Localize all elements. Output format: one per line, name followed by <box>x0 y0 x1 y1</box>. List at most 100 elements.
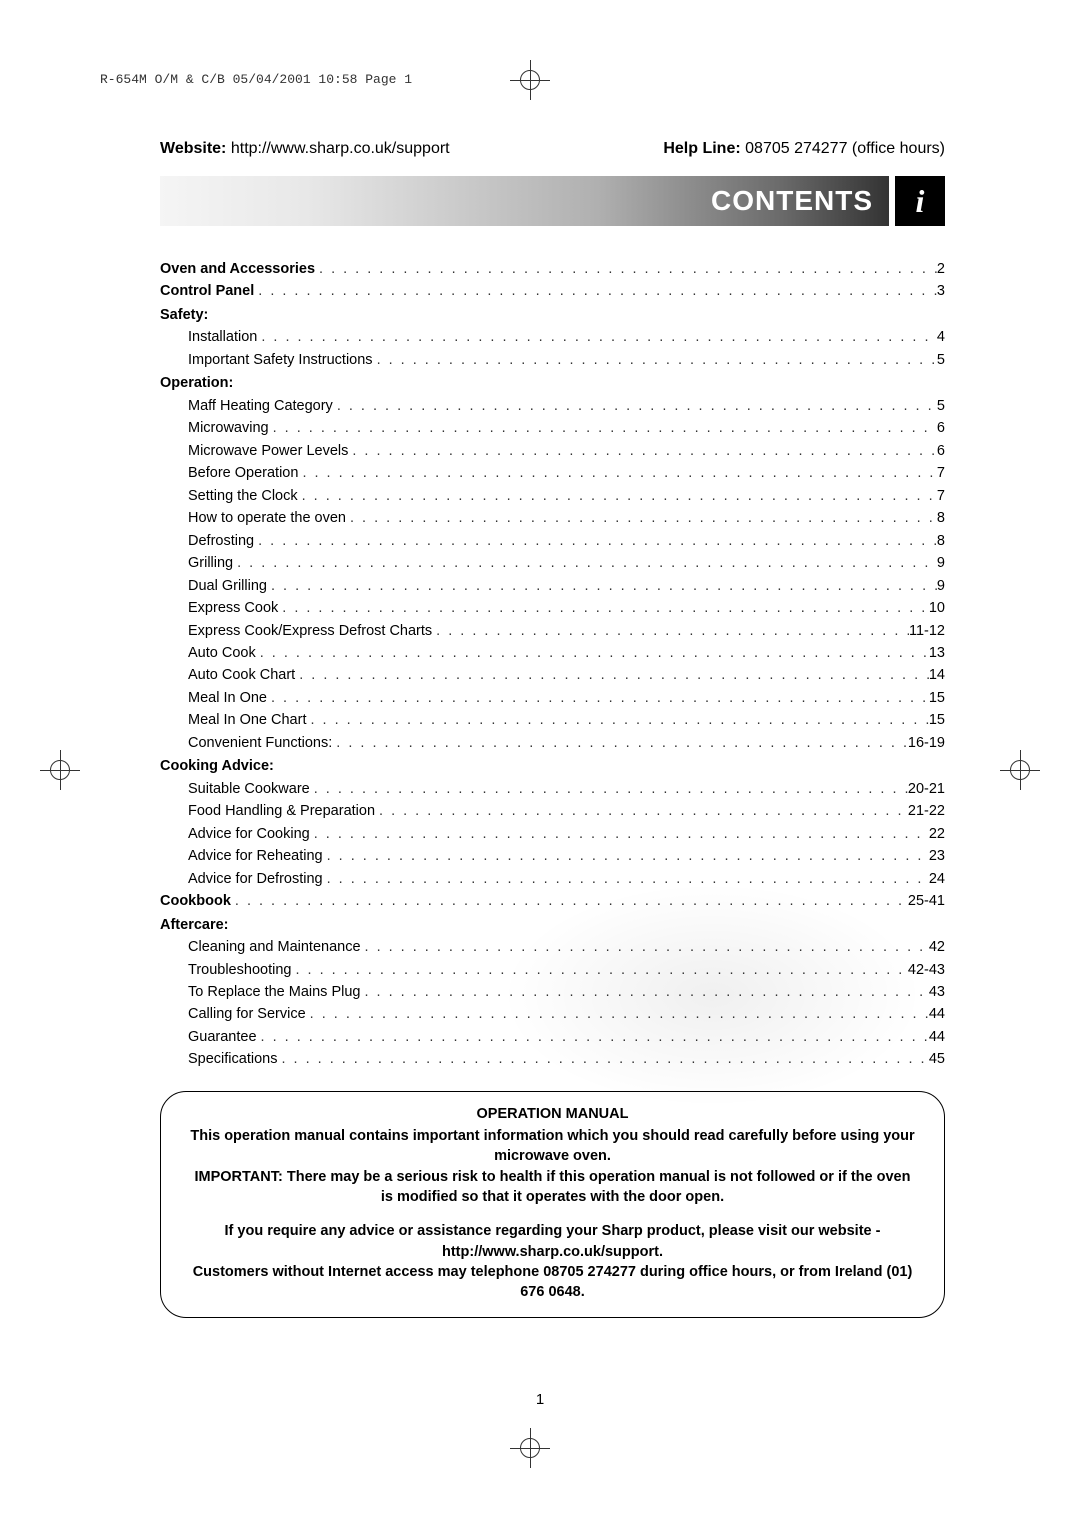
toc-leader-dots <box>257 1026 929 1048</box>
helpline-text: 08705 274277 (office hours) <box>745 140 945 157</box>
toc-row: Express Cook 10 <box>160 597 945 619</box>
toc-label: Important Safety Instructions <box>188 349 373 371</box>
toc-row: Auto Cook13 <box>160 642 945 664</box>
operation-manual-notice: OPERATION MANUAL This operation manual c… <box>160 1091 945 1318</box>
toc-leader-dots <box>277 1048 928 1070</box>
toc-label: Installation <box>188 326 257 348</box>
toc-row: Calling for Service44 <box>160 1003 945 1025</box>
toc-page: 42 <box>929 936 945 958</box>
toc-leader-dots <box>348 440 937 462</box>
toc-label: Microwaving <box>188 417 269 439</box>
toc-leader-dots <box>432 620 909 642</box>
crop-circle-top <box>520 70 540 90</box>
toc-row: Meal In One 15 <box>160 687 945 709</box>
toc-leader-dots <box>361 981 929 1003</box>
toc-leader-dots <box>278 597 929 619</box>
toc-page: 15 <box>929 687 945 709</box>
toc-row: Meal In One Chart15 <box>160 709 945 731</box>
toc-label: Meal In One Chart <box>188 709 306 731</box>
toc-row: Important Safety Instructions 5 <box>160 349 945 371</box>
toc-label: Guarantee <box>188 1026 257 1048</box>
crop-circle-right <box>1010 760 1030 780</box>
toc-leader-dots <box>298 462 936 484</box>
table-of-contents: Oven and Accessories2Control Panel3Safet… <box>160 258 945 1071</box>
toc-label: Before Operation <box>188 462 298 484</box>
toc-label: Auto Cook Chart <box>188 664 295 686</box>
toc-row: Cooking Advice: <box>160 755 945 777</box>
toc-label: Express Cook <box>188 597 278 619</box>
toc-label: Control Panel <box>160 280 254 302</box>
toc-leader-dots <box>361 936 929 958</box>
toc-page: 2 <box>937 258 945 280</box>
toc-label: Operation: <box>160 372 233 394</box>
toc-page: 5 <box>937 395 945 417</box>
toc-label: Cleaning and Maintenance <box>188 936 361 958</box>
toc-page: 10 <box>929 597 945 619</box>
page-title: CONTENTS <box>711 185 873 217</box>
toc-page: 24 <box>929 868 945 890</box>
toc-leader-dots <box>373 349 937 371</box>
toc-page: 44 <box>929 1026 945 1048</box>
toc-page: 16-19 <box>908 732 945 754</box>
toc-row: Before Operation7 <box>160 462 945 484</box>
notice-paragraph-3: If you require any advice or assistance … <box>189 1221 916 1262</box>
toc-label: Suitable Cookware <box>188 778 310 800</box>
title-gradient: CONTENTS <box>160 176 889 226</box>
toc-row: Food Handling & Preparation21-22 <box>160 800 945 822</box>
website-label: Website: <box>160 140 226 157</box>
crop-circle-left <box>50 760 70 780</box>
toc-label: Specifications <box>188 1048 277 1070</box>
notice-paragraph-1: This operation manual contains important… <box>189 1126 916 1167</box>
toc-leader-dots <box>333 395 937 417</box>
toc-row: Cleaning and Maintenance 42 <box>160 936 945 958</box>
toc-label: Food Handling & Preparation <box>188 800 375 822</box>
toc-label: Cooking Advice: <box>160 755 274 777</box>
toc-leader-dots <box>291 959 907 981</box>
toc-row: Express Cook/Express Defrost Charts11-12 <box>160 620 945 642</box>
website-url: http://www.sharp.co.uk/support <box>231 140 450 157</box>
toc-label: Advice for Defrosting <box>188 868 323 890</box>
toc-page: 25-41 <box>908 890 945 912</box>
notice-title: OPERATION MANUAL <box>189 1104 916 1124</box>
toc-row: Maff Heating Category 5 <box>160 395 945 417</box>
info-line: Website: http://www.sharp.co.uk/support … <box>160 140 945 158</box>
toc-label: To Replace the Mains Plug <box>188 981 361 1003</box>
toc-label: Defrosting <box>188 530 254 552</box>
toc-leader-dots <box>233 552 937 574</box>
toc-leader-dots <box>267 575 937 597</box>
toc-page: 44 <box>929 1003 945 1025</box>
toc-label: Advice for Reheating <box>188 845 323 867</box>
toc-row: Advice for Defrosting 24 <box>160 868 945 890</box>
website-info: Website: http://www.sharp.co.uk/support <box>160 140 450 158</box>
toc-page: 6 <box>937 440 945 462</box>
toc-page: 45 <box>929 1048 945 1070</box>
toc-row: Dual Grilling9 <box>160 575 945 597</box>
toc-leader-dots <box>310 823 929 845</box>
helpline-label: Help Line: <box>663 140 740 157</box>
toc-row: Grilling9 <box>160 552 945 574</box>
toc-leader-dots <box>269 417 937 439</box>
toc-page: 8 <box>937 507 945 529</box>
toc-leader-dots <box>306 709 928 731</box>
toc-row: Suitable Cookware20-21 <box>160 778 945 800</box>
toc-leader-dots <box>375 800 908 822</box>
toc-page: 5 <box>937 349 945 371</box>
toc-row: Cookbook 25-41 <box>160 890 945 912</box>
notice-paragraph-4: Customers without Internet access may te… <box>189 1262 916 1303</box>
toc-label: Meal In One <box>188 687 267 709</box>
toc-page: 3 <box>937 280 945 302</box>
toc-label: Advice for Cooking <box>188 823 310 845</box>
toc-row: Oven and Accessories2 <box>160 258 945 280</box>
toc-label: Setting the Clock <box>188 485 298 507</box>
toc-label: Grilling <box>188 552 233 574</box>
toc-page: 8 <box>937 530 945 552</box>
toc-leader-dots <box>310 778 908 800</box>
toc-row: To Replace the Mains Plug43 <box>160 981 945 1003</box>
toc-label: Cookbook <box>160 890 231 912</box>
toc-label: Maff Heating Category <box>188 395 333 417</box>
title-bar: CONTENTS i <box>160 176 945 226</box>
toc-leader-dots <box>323 868 929 890</box>
toc-row: Microwaving6 <box>160 417 945 439</box>
toc-label: Express Cook/Express Defrost Charts <box>188 620 432 642</box>
toc-row: Setting the Clock7 <box>160 485 945 507</box>
